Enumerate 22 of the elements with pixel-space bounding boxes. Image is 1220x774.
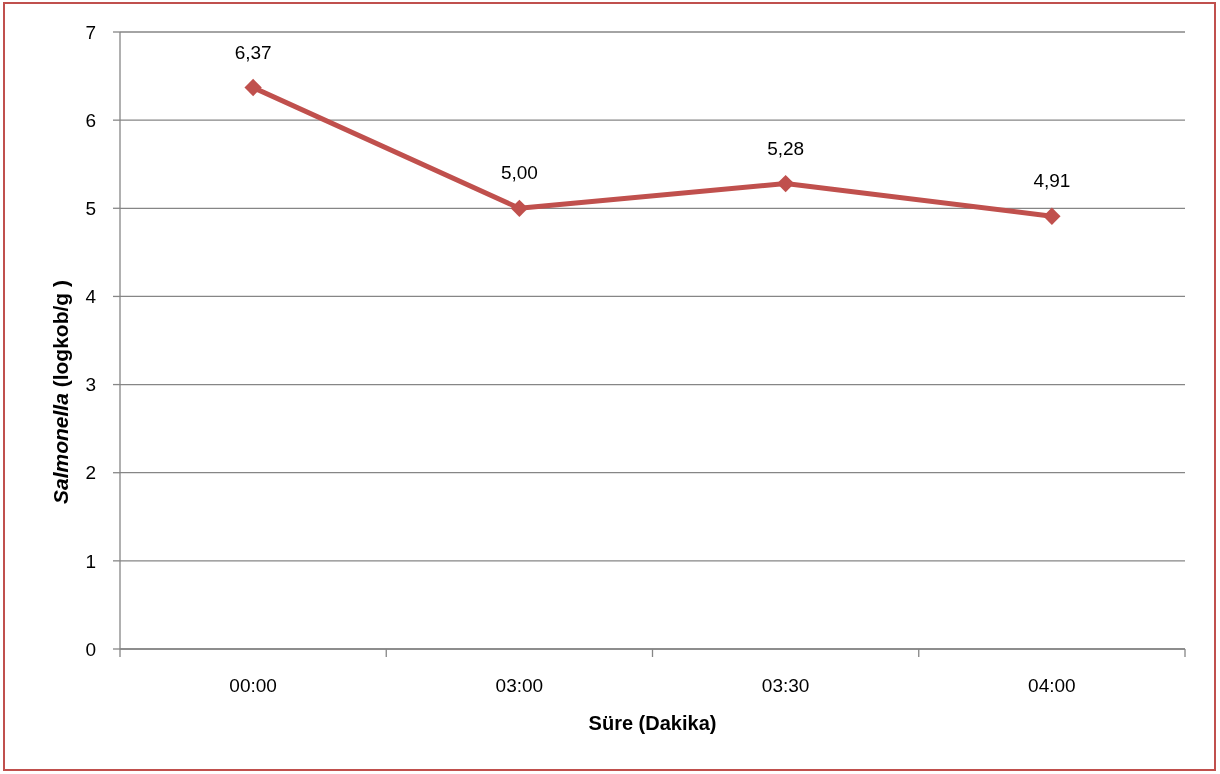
y-tick-label: 5 (85, 197, 96, 219)
data-label: 4,91 (1033, 170, 1071, 192)
x-tick-label: 03:00 (495, 675, 544, 696)
y-tick-label: 2 (85, 462, 96, 484)
point (244, 78, 262, 97)
y-axis-title: Salmonella (logkob/g ) (49, 279, 72, 505)
y-tick-label: 1 (85, 550, 96, 572)
y-tick-label: 3 (85, 374, 96, 396)
data-label: 6,37 (234, 41, 272, 63)
x-axis-title: Süre (Dakika) (588, 712, 717, 734)
x-tick-label: 04:00 (1028, 675, 1076, 696)
y-tick-label: 0 (85, 638, 96, 660)
y-tick-label: 7 (85, 21, 96, 43)
data-label: 5,00 (500, 162, 538, 184)
x-tick-label: 00:00 (229, 675, 277, 696)
point (1043, 207, 1061, 225)
y-tick-label: 4 (85, 286, 97, 308)
x-tick-label: 03:30 (761, 675, 810, 696)
point (510, 199, 529, 217)
y-tick-label: 6 (85, 109, 96, 131)
point (776, 174, 795, 193)
data-label: 5,28 (767, 137, 805, 159)
